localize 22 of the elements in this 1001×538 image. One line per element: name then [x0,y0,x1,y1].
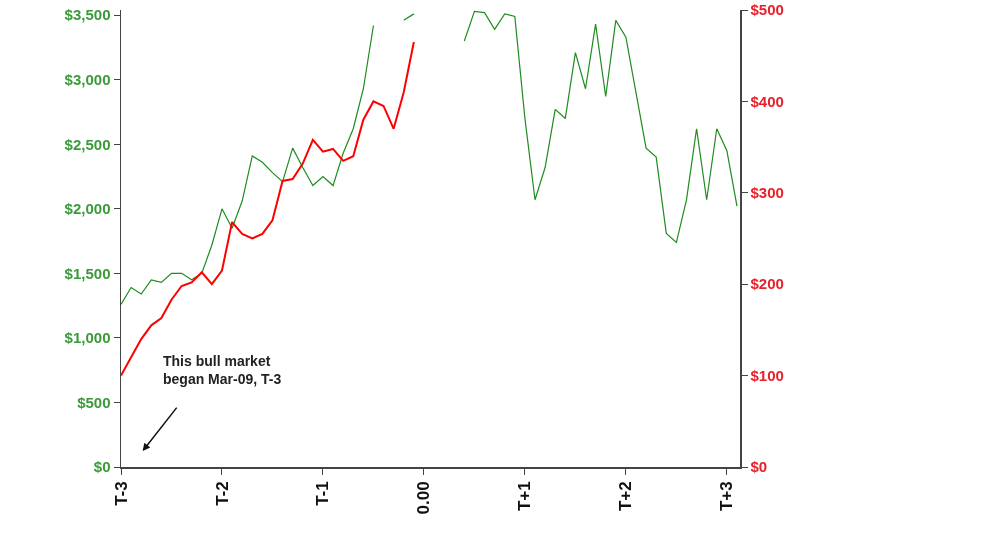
y-tick-label: $500 [77,393,111,411]
y-tick-label: $0 [93,458,111,476]
y2-tick-label: $0 [750,458,768,476]
annotation: This bull market began Mar-09, T-3 [163,353,282,388]
x-tick-label: T-2 [212,481,232,506]
y2-tick-label: $300 [750,184,784,202]
y-tick-label: $1,000 [64,329,111,347]
x-tick-label: T+3 [717,481,737,512]
y2-tick-label: $100 [750,366,784,384]
y-tick-label: $1,500 [64,264,111,282]
x-tick-label: T+2 [616,481,636,512]
x-tick-label: T+1 [515,481,535,512]
x-tick-label: 0.00 [414,481,434,515]
x-tick-label: T-3 [111,481,131,506]
y-tick-label: $3,500 [64,6,111,24]
y2-tick-label: $200 [750,275,784,293]
y-tick-label: $3,000 [64,70,111,88]
x-tick-label: T-1 [313,481,333,506]
y-tick-label: $2,000 [64,200,111,218]
y-tick-label: $2,500 [64,135,111,153]
y2-tick-label: $400 [750,92,784,110]
y2-tick-label: $500 [750,1,784,19]
